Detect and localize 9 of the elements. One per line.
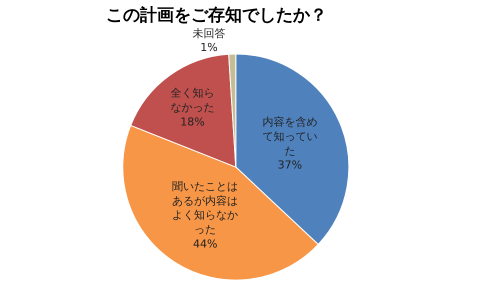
data-label: 44% <box>193 237 218 250</box>
slice-label: 未回答 <box>192 26 226 40</box>
slice-label: 聞いたことはあるが内容はよく知らなかった <box>172 180 238 236</box>
data-label: 18% <box>180 115 205 128</box>
chart-title: この計画をご存知でしたか？ <box>106 6 327 26</box>
slice-label: 内容を含めて知っていた <box>262 116 318 158</box>
data-label: 37% <box>278 158 302 172</box>
slice-label: 全く知らなかった <box>170 86 215 114</box>
data-label: 1% <box>200 41 218 54</box>
